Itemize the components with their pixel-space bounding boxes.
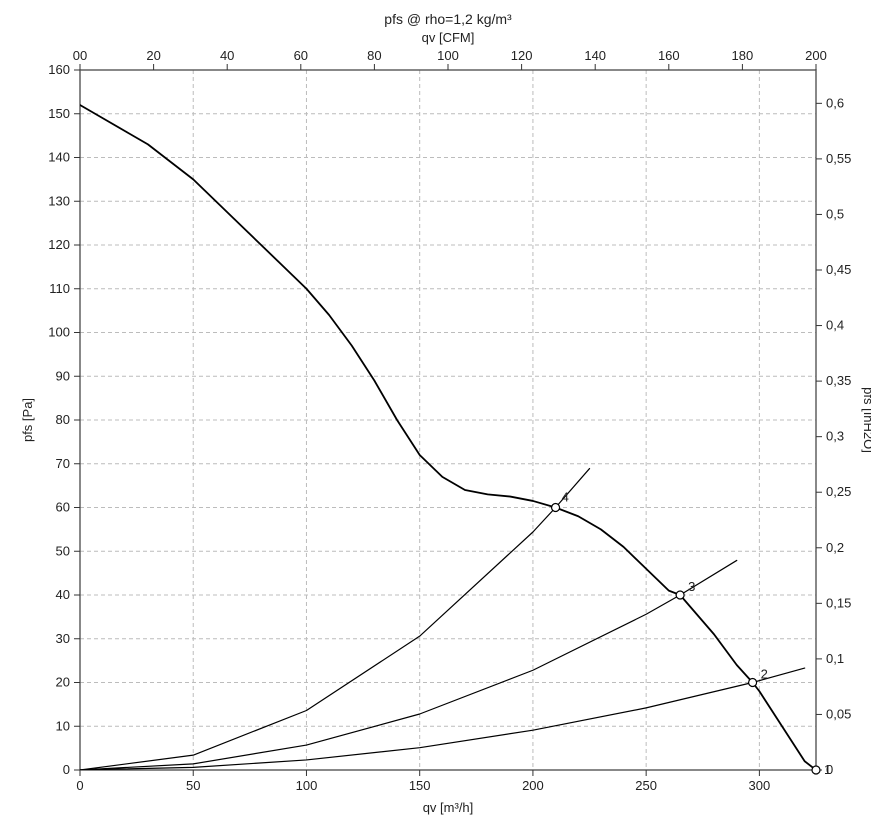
yl-tick-label: 90: [56, 368, 70, 383]
yr-tick-label: 0,3: [826, 429, 844, 444]
yr-tick-label: 0,2: [826, 540, 844, 555]
yl-tick-label: 50: [56, 543, 70, 558]
xt-tick-label: 180: [732, 48, 754, 63]
yr-tick-label: 0,55: [826, 151, 851, 166]
yr-tick-label: 0,6: [826, 95, 844, 110]
yl-tick-label: 60: [56, 500, 70, 515]
marker-label-1: 1: [824, 762, 831, 777]
yr-tick-label: 0,45: [826, 262, 851, 277]
marker-point-3: [676, 591, 684, 599]
yl-tick-label: 10: [56, 718, 70, 733]
xt-tick-label: 120: [511, 48, 533, 63]
yl-tick-label: 130: [48, 193, 70, 208]
y-right-label: pfs [InH2O]: [861, 387, 871, 453]
chart-bg: [0, 0, 871, 834]
xt-tick-label: 80: [367, 48, 381, 63]
marker-label-3: 3: [688, 579, 695, 594]
yr-tick-label: 0,15: [826, 595, 851, 610]
yl-tick-label: 30: [56, 631, 70, 646]
x-bottom-label: qv [m³/h]: [423, 800, 474, 815]
yl-tick-label: 160: [48, 62, 70, 77]
xt-tick-label: 00: [73, 48, 87, 63]
marker-label-2: 2: [761, 667, 768, 682]
yl-tick-label: 70: [56, 456, 70, 471]
xb-tick-label: 250: [635, 778, 657, 793]
xt-tick-label: 100: [437, 48, 459, 63]
chart-svg: 050100150200250300qv [m³/h]0020406080100…: [0, 0, 871, 834]
yl-tick-label: 20: [56, 675, 70, 690]
xt-tick-label: 140: [584, 48, 606, 63]
fan-curve-chart: 050100150200250300qv [m³/h]0020406080100…: [0, 0, 871, 834]
xb-tick-label: 0: [76, 778, 83, 793]
xb-tick-label: 300: [749, 778, 771, 793]
yl-tick-label: 120: [48, 237, 70, 252]
marker-point-4: [552, 504, 560, 512]
xb-tick-label: 150: [409, 778, 431, 793]
chart-title: pfs @ rho=1,2 kg/m³: [384, 11, 512, 27]
xt-tick-label: 40: [220, 48, 234, 63]
yr-tick-label: 0,05: [826, 706, 851, 721]
xt-tick-label: 200: [805, 48, 827, 63]
xb-tick-label: 50: [186, 778, 200, 793]
yr-tick-label: 0,25: [826, 484, 851, 499]
y-left-label: pfs [Pa]: [20, 398, 35, 442]
xt-tick-label: 160: [658, 48, 680, 63]
yl-tick-label: 110: [49, 281, 70, 296]
yr-tick-label: 0,1: [826, 651, 844, 666]
marker-label-4: 4: [562, 490, 569, 505]
yl-tick-label: 140: [48, 150, 70, 165]
xb-tick-label: 100: [296, 778, 318, 793]
marker-point-2: [749, 679, 757, 687]
xt-tick-label: 60: [294, 48, 308, 63]
marker-point-1: [812, 766, 820, 774]
x-top-label: qv [CFM]: [422, 30, 475, 45]
yl-tick-label: 0: [63, 762, 70, 777]
yl-tick-label: 40: [56, 587, 70, 602]
yl-tick-label: 100: [48, 325, 70, 340]
xt-tick-label: 20: [146, 48, 160, 63]
yr-tick-label: 0,4: [826, 318, 844, 333]
xb-tick-label: 200: [522, 778, 544, 793]
yl-tick-label: 150: [48, 106, 70, 121]
yl-tick-label: 80: [56, 412, 70, 427]
yr-tick-label: 0,5: [826, 206, 844, 221]
yr-tick-label: 0,35: [826, 373, 851, 388]
